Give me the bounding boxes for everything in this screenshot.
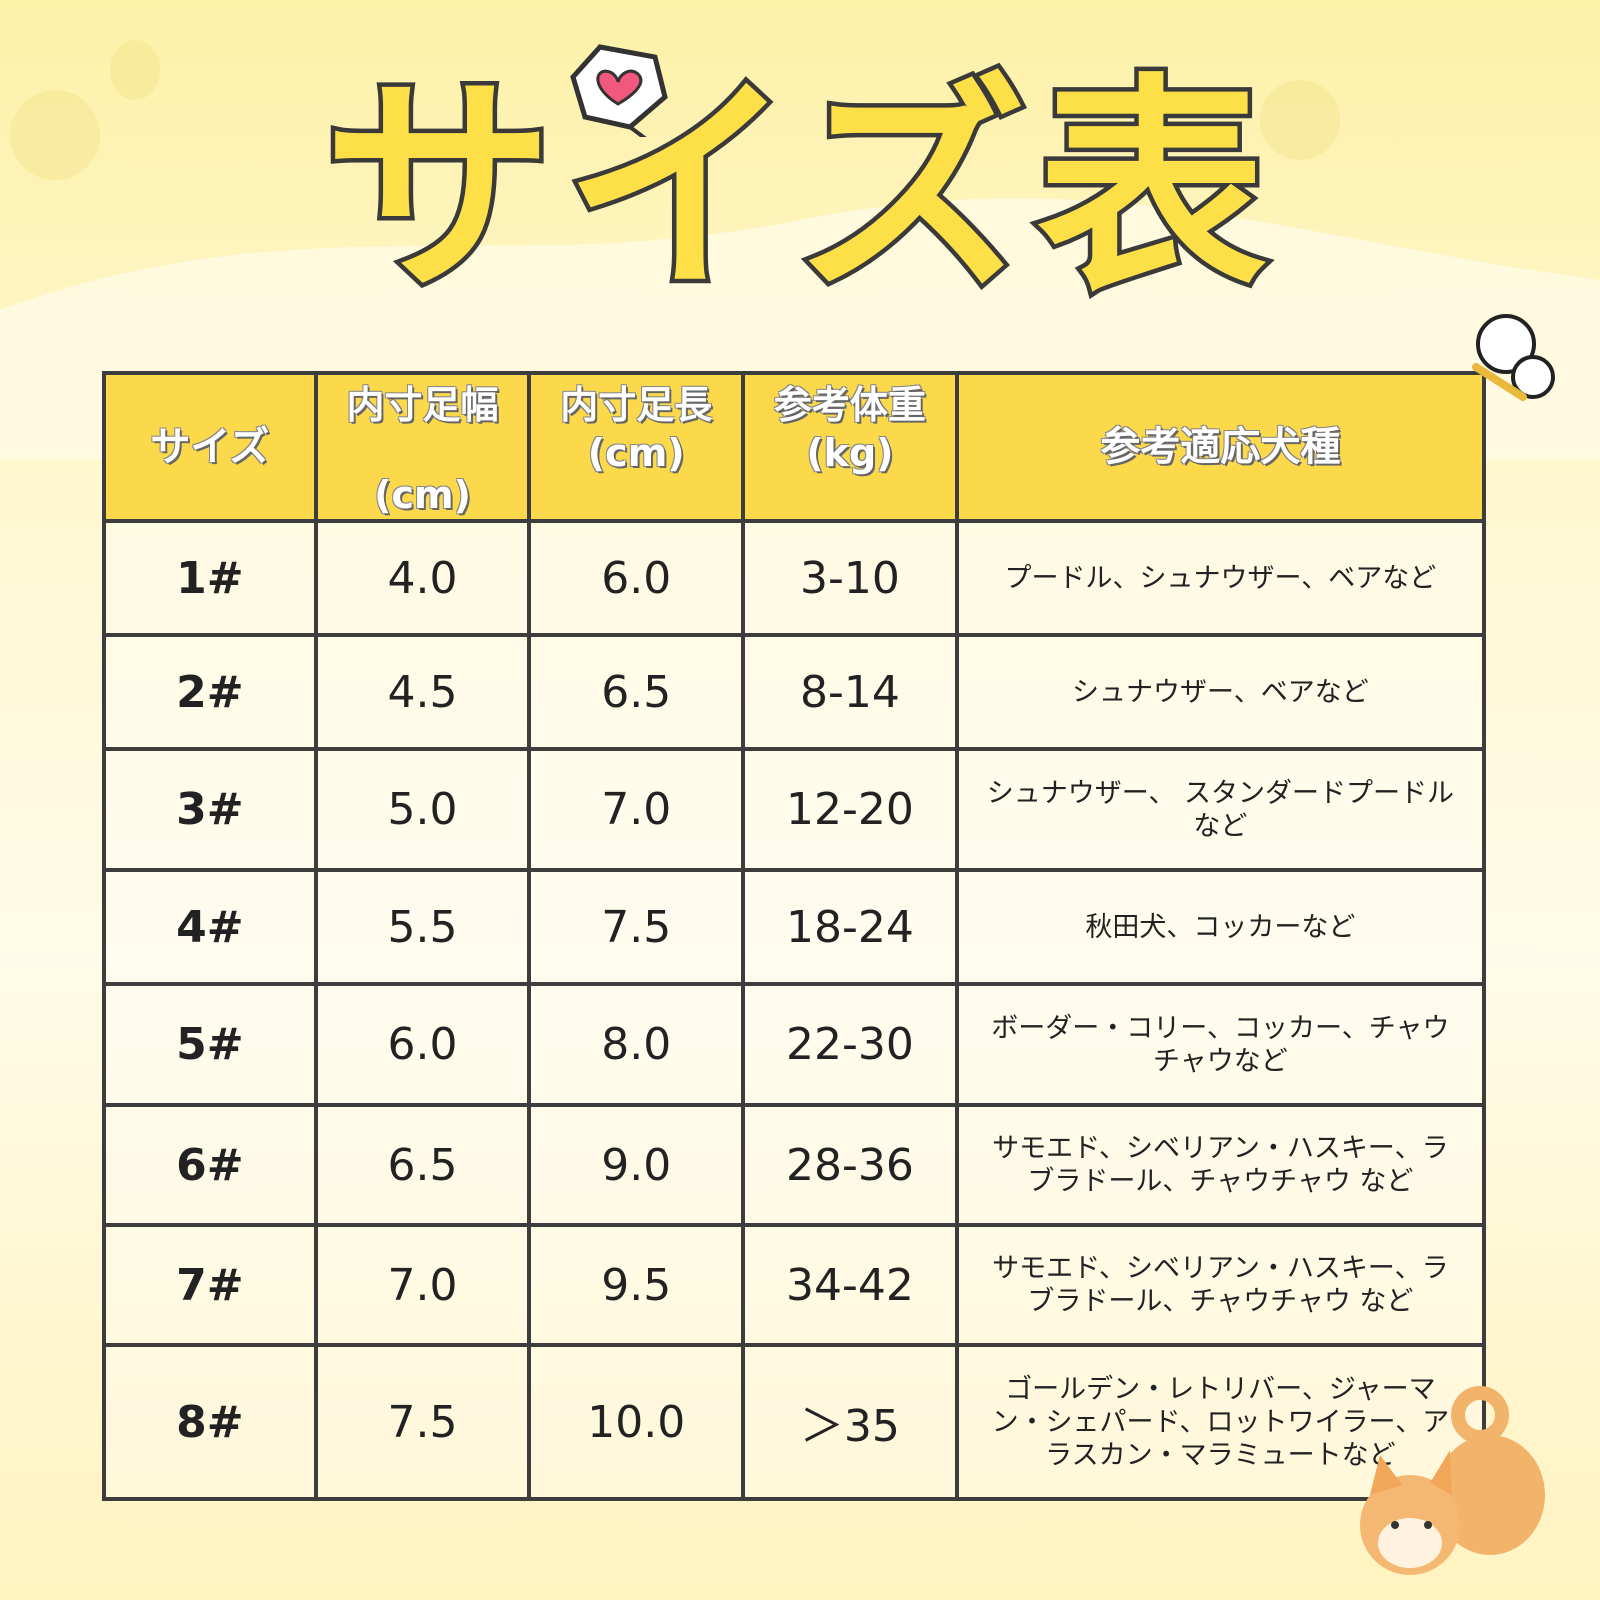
size-cell: 5# [102,982,318,1107]
paw-decoration [110,40,160,100]
inner-width-cell: 7.0 [313,1223,532,1347]
weight-cell: ＞35 [741,1343,959,1501]
size-cell: 6# [102,1103,318,1227]
inner-width-cell: 6.0 [313,982,532,1107]
inner-length-cell: 9.0 [527,1103,746,1227]
breeds-cell: ボーダー・コリー、コッカー、チャウチャウなど [954,982,1487,1107]
inner-width-cell: 7.5 [313,1343,532,1501]
table-row: 6# 6.5 9.0 28-36 サモエド、シベリアン・ハスキー、ラブラドール、チャウチ… [102,1103,1487,1227]
header-unit: (cm) [587,431,685,475]
header-unit: (kg) [806,431,894,475]
size-table: サイズ 内寸足幅 (cm) 内寸足長 (cm) 参考体重 (kg) 参考適応犬種 1#… [102,371,1487,1501]
size-cell: 3# [102,747,318,872]
inner-length-cell: 6.0 [527,519,746,637]
header-row: サイズ 内寸足幅 (cm) 内寸足長 (cm) 参考体重 (kg) 参考適応犬種 [102,371,1487,523]
shiba-dog-illustration [1360,1386,1545,1575]
breeds-cell: 秋田犬、コッカーなど [954,868,1487,986]
header-breeds: 参考適応犬種 [954,371,1487,523]
breeds-cell: サモエド、シベリアン・ハスキー、ラブラドール、チャウチャウ など [954,1223,1487,1347]
breeds-cell: シュナウザー、 スタンダードプードルなど [954,747,1487,872]
table-row: 3# 5.0 7.0 12-20 シュナウザー、 スタンダードプードルなど [102,747,1487,872]
weight-cell: 18-24 [741,868,959,986]
paw-decoration [1260,80,1340,160]
header-label: 参考適応犬種 [1100,424,1341,470]
butterfly-icon [1472,314,1555,401]
size-cell: 4# [102,868,318,986]
header-weight: 参考体重 (kg) [741,371,959,523]
inner-length-cell: 7.0 [527,747,746,872]
breeds-cell: シュナウザー、ベアなど [954,633,1487,751]
inner-length-cell: 8.0 [527,982,746,1107]
header-inner-length: 内寸足長 (cm) [527,371,746,523]
size-cell: 2# [102,633,318,751]
header-label: 内寸足幅 [346,383,499,427]
breeds-cell: プードル、シュナウザー、ベアなど [954,519,1487,637]
weight-cell: 34-42 [741,1223,959,1347]
breeds-cell: ゴールデン・レトリバー、ジャーマン・シェパード、ロットワイラー、アラスカン・マラ… [954,1343,1487,1501]
weight-cell: 12-20 [741,747,959,872]
header-label: 参考体重 [773,383,926,427]
size-cell: 7# [102,1223,318,1347]
table-row: 4# 5.5 7.5 18-24 秋田犬、コッカーなど [102,868,1487,986]
table-row: 7# 7.0 9.5 34-42 サモエド、シベリアン・ハスキー、ラブラドール、チャウチ… [102,1223,1487,1347]
weight-cell: 3-10 [741,519,959,637]
header-inner-width: 内寸足幅 (cm) [313,371,532,523]
inner-length-cell: 7.5 [527,868,746,986]
header-label: 内寸足長 [560,383,713,427]
header-label: サイズ [150,424,270,470]
heart-bubble-icon [570,44,668,137]
breeds-cell: サモエド、シベリアン・ハスキー、ラブラドール、チャウチャウ など [954,1103,1487,1227]
weight-cell: 8-14 [741,633,959,751]
page-title: サイズ表 [319,55,1277,324]
size-cell: 8# [102,1343,318,1501]
inner-length-cell: 9.5 [527,1223,746,1347]
table-row: 5# 6.0 8.0 22-30 ボーダー・コリー、コッカー、チャウチャウなど [102,982,1487,1107]
paw-decoration [10,90,100,180]
table-row: 8# 7.5 10.0 ＞35 ゴールデン・レトリバー、ジャーマン・シェパード、ロットワ… [102,1343,1487,1501]
size-cell: 1# [102,519,318,637]
inner-length-cell: 10.0 [527,1343,746,1501]
inner-length-cell: 6.5 [527,633,746,751]
table-row: 1# 4.0 6.0 3-10 プードル、シュナウザー、ベアなど [102,519,1487,637]
inner-width-cell: 4.0 [313,519,532,637]
inner-width-cell: 5.0 [313,747,532,872]
weight-cell: 28-36 [741,1103,959,1227]
weight-cell: 22-30 [741,982,959,1107]
header-unit: (cm) [374,473,471,517]
table-row: 2# 4.5 6.5 8-14 シュナウザー、ベアなど [102,633,1487,751]
inner-width-cell: 5.5 [313,868,532,986]
inner-width-cell: 4.5 [313,633,532,751]
header-size: サイズ [102,371,318,523]
inner-width-cell: 6.5 [313,1103,532,1227]
